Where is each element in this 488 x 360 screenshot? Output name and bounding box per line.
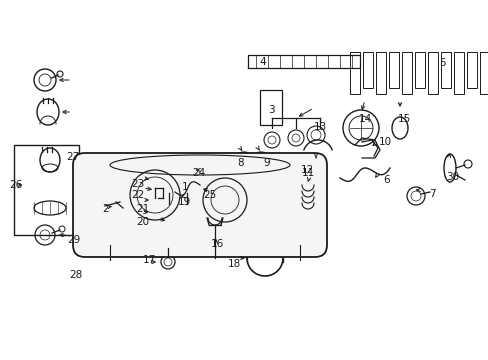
Bar (14, 145, 79, 235)
Text: 6: 6 (383, 175, 389, 185)
Text: 18: 18 (227, 259, 240, 269)
Text: 29: 29 (67, 235, 81, 245)
FancyBboxPatch shape (73, 153, 326, 257)
Text: 9: 9 (263, 158, 270, 168)
Text: 30: 30 (446, 172, 459, 182)
Text: 25: 25 (203, 190, 216, 200)
Text: 27: 27 (66, 152, 80, 162)
Text: 22: 22 (131, 190, 144, 200)
Text: 11: 11 (301, 168, 314, 178)
Text: 14: 14 (358, 114, 371, 124)
Text: 24: 24 (192, 168, 205, 178)
Text: 20: 20 (136, 217, 149, 227)
Bar (453, 52, 463, 94)
Text: 7: 7 (428, 189, 434, 199)
Bar (362, 52, 372, 88)
Text: 28: 28 (69, 270, 82, 280)
Text: 26: 26 (9, 180, 22, 190)
Text: 10: 10 (378, 137, 391, 147)
Bar (375, 52, 385, 94)
Bar (349, 52, 359, 94)
Bar (388, 52, 398, 88)
Text: 1: 1 (182, 182, 188, 192)
Text: 5: 5 (438, 58, 445, 68)
Text: 23: 23 (131, 179, 144, 189)
Bar (466, 52, 476, 88)
Bar (427, 52, 437, 94)
Text: 13: 13 (313, 122, 326, 132)
Text: 19: 19 (177, 197, 190, 207)
Text: 8: 8 (237, 158, 244, 168)
Bar (401, 52, 411, 94)
Text: 15: 15 (397, 114, 410, 124)
Text: 16: 16 (210, 239, 223, 249)
Text: 12: 12 (300, 165, 313, 175)
Text: 21: 21 (136, 204, 149, 214)
Text: 4: 4 (259, 57, 266, 67)
Text: 3: 3 (267, 105, 274, 115)
Bar (260, 90, 282, 125)
Bar (479, 52, 488, 94)
Text: 17: 17 (142, 255, 155, 265)
Bar (440, 52, 450, 88)
Text: 2: 2 (102, 204, 109, 214)
Bar (414, 52, 424, 88)
